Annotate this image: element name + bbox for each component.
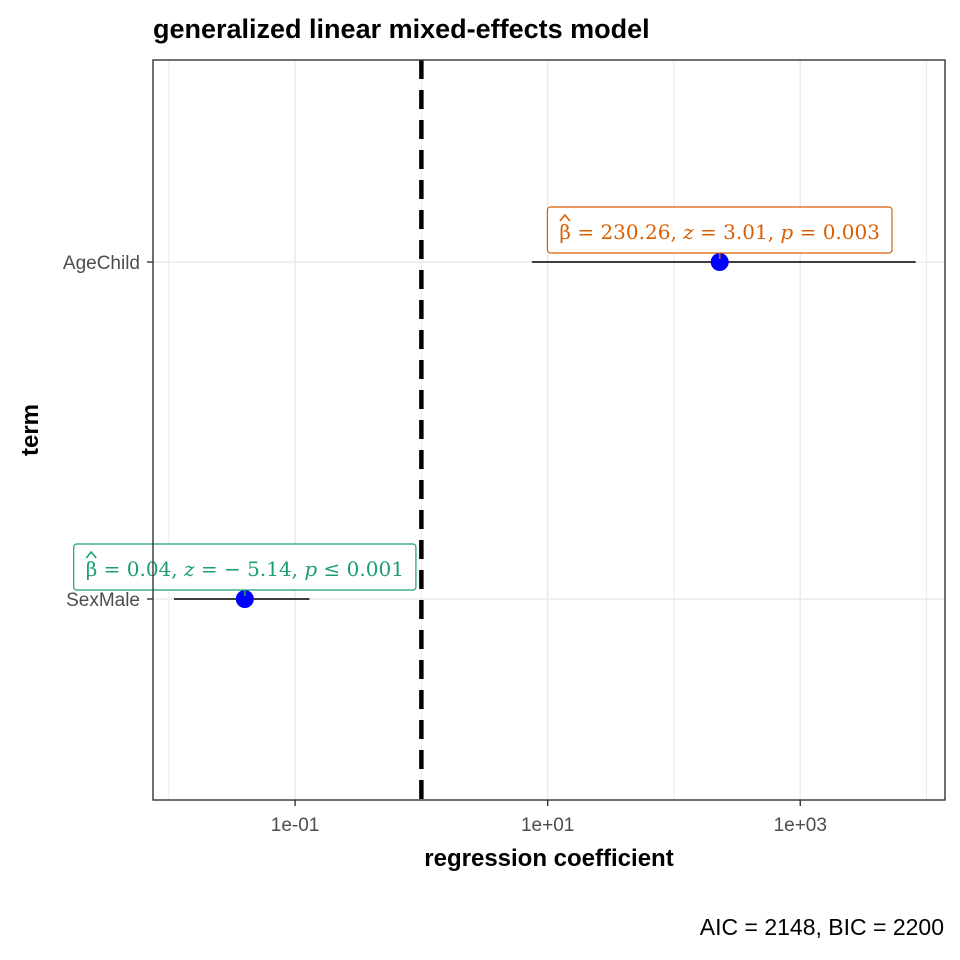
- label-part: p: [304, 557, 317, 581]
- label-part: β: [86, 557, 98, 581]
- x-tick-label: 1e+03: [774, 815, 827, 836]
- label-part: = − 5.14,: [195, 557, 305, 581]
- estimate-label: β = 0.04, z = − 5.14, p ≤ 0.001: [73, 543, 417, 596]
- panel-border: [152, 59, 946, 801]
- label-part: = 0.04,: [97, 557, 184, 581]
- beta-hat: [85, 550, 97, 559]
- y-tick-label: SexMale: [66, 590, 140, 611]
- label-part: β: [559, 220, 571, 244]
- estimate-label: β = 230.26, z = 3.01, p = 0.003: [546, 206, 893, 259]
- label-part: = 3.01,: [694, 220, 781, 244]
- label-part: ≤ 0.001: [317, 557, 404, 581]
- data-point: [235, 590, 254, 608]
- x-tick-label: 1e+01: [521, 815, 574, 836]
- label-part: z: [682, 220, 694, 244]
- label-part: = 230.26,: [571, 220, 683, 244]
- label-text: β = 0.04, z = − 5.14, p ≤ 0.001: [86, 557, 404, 581]
- chart-caption: AIC = 2148, BIC = 2200: [700, 914, 944, 940]
- chart-title: generalized linear mixed-effects model: [153, 14, 650, 44]
- label-part: = 0.003: [793, 220, 880, 244]
- major-gridlines: [153, 60, 945, 800]
- y-axis-title: term: [17, 404, 44, 456]
- points: [235, 253, 729, 608]
- beta-hat: [559, 213, 571, 222]
- label-part: z: [183, 557, 195, 581]
- x-tick-label: 1e-01: [271, 815, 320, 836]
- axes: 1e-01 1e+01 1e+03 AgeChild SexMale: [63, 253, 827, 836]
- data-point: [710, 253, 729, 271]
- label-part: p: [780, 220, 793, 244]
- y-tick-label: AgeChild: [63, 253, 140, 274]
- label-text: β = 230.26, z = 3.01, p = 0.003: [559, 220, 880, 244]
- x-axis-title: regression coefficient: [424, 845, 673, 872]
